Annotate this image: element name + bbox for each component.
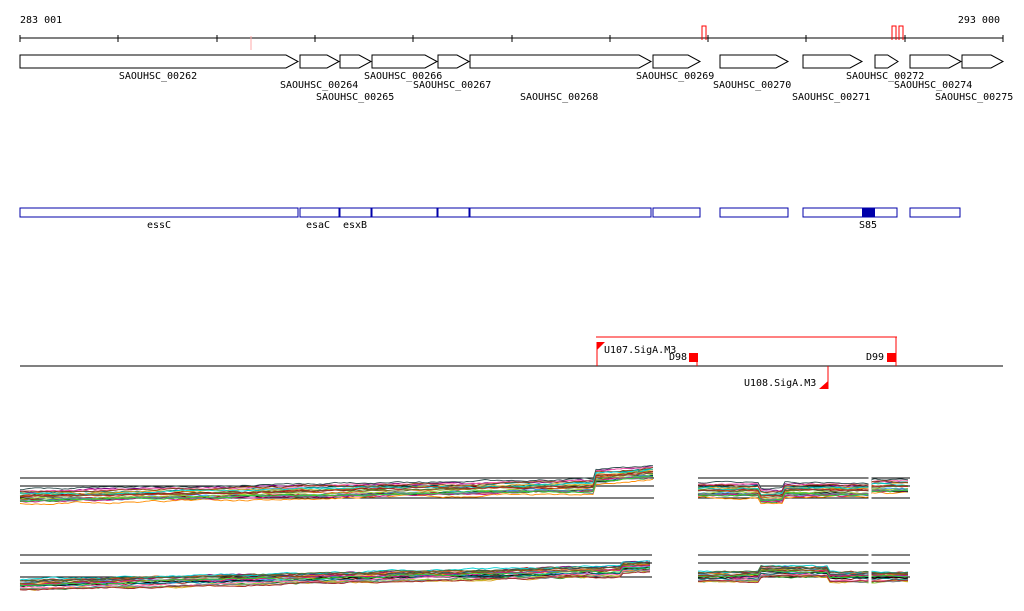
gene-label: SAOUHSC_00266	[364, 71, 442, 82]
gene-arrow	[652, 54, 702, 69]
expression-profile-upper-series-line	[19, 471, 654, 498]
feature-box	[437, 207, 470, 218]
gene-arrow	[19, 54, 300, 69]
expression-profile-upper-series-line	[697, 491, 909, 505]
feature-box	[19, 207, 299, 218]
feature-label: essC	[147, 220, 171, 231]
feature-track: essC esaC esxB S85	[19, 207, 961, 231]
signal-peak-mark	[891, 25, 897, 40]
expression-profile-upper-series-line	[20, 475, 654, 502]
feature-box	[652, 207, 701, 218]
gene-arrow	[469, 54, 653, 69]
gene-label: SAOUHSC_00265	[316, 92, 394, 103]
axis-end-label: 293 000	[958, 15, 1000, 26]
expression-profile-upper-series-line	[19, 466, 654, 493]
gene-arrow	[339, 54, 373, 69]
expression-profile-upper-series-line	[697, 480, 909, 494]
regulator-flag	[597, 342, 605, 350]
gene-label: SAOUHSC_00275	[935, 92, 1013, 103]
feature-box	[469, 207, 652, 218]
expression-profile-lower-series-line	[697, 573, 909, 582]
feature-label: esxB	[343, 220, 367, 231]
expression-profile-upper-series-line	[20, 465, 654, 491]
expression-profile-upper-series-line	[697, 482, 909, 496]
expression-profile-upper-series-line	[697, 484, 909, 498]
expression-profile-lower-series-line	[697, 569, 909, 578]
gene-arrow	[719, 54, 790, 69]
gene-label: SAOUHSC_00269	[636, 71, 714, 82]
regulator-label: D98	[669, 352, 687, 363]
regulator-marker	[887, 353, 896, 362]
expression-profile-upper-series-line	[697, 489, 909, 502]
coordinate-axis	[19, 25, 1004, 50]
expression-profile-lower-series-line	[19, 560, 651, 581]
expression-profile-upper-series-line	[697, 478, 909, 490]
gene-arrow	[437, 54, 471, 69]
regulator-marker	[689, 353, 698, 362]
gene-label: SAOUHSC_00270	[713, 80, 791, 91]
gene-arrow	[961, 54, 1005, 69]
signal-peak-mark	[701, 25, 707, 40]
feature-highlight	[862, 208, 875, 217]
gene-label: SAOUHSC_00274	[894, 80, 972, 91]
gene-arrow	[802, 54, 864, 69]
expression-profile-upper-series-line	[19, 468, 654, 496]
expression-profiles	[19, 465, 910, 595]
axis-start-label: 283 001	[20, 15, 62, 26]
regulator-label: D99	[866, 352, 884, 363]
expression-profile-upper-series-line	[19, 475, 654, 502]
gene-label: SAOUHSC_00272	[846, 71, 924, 82]
expression-profile-upper-series-line	[19, 478, 654, 506]
feature-label: esaC	[306, 220, 330, 231]
gene-arrow	[299, 54, 341, 69]
signal-peak-mark	[898, 25, 904, 40]
gene-label: SAOUHSC_00264	[280, 80, 358, 91]
expression-profile-lower-series-line	[20, 562, 651, 582]
expression-profile-upper-series-line	[697, 489, 909, 501]
feature-box	[299, 207, 340, 218]
gene-arrow	[874, 54, 899, 69]
feature-label: S85	[859, 220, 877, 231]
gene-label: SAOUHSC_00268	[520, 92, 598, 103]
feature-box	[339, 207, 372, 218]
expression-profile-upper-series-line	[697, 484, 909, 497]
expression-profile-lower-series-line	[697, 570, 909, 579]
feature-box	[802, 207, 898, 218]
gene-label: SAOUHSC_00267	[413, 80, 491, 91]
gene-arrow	[909, 54, 963, 69]
expression-profile-lower-series-line	[698, 564, 909, 574]
expression-profile-upper-series-line	[697, 487, 909, 499]
expression-profile-upper-series-line	[697, 489, 909, 503]
expression-profile-lower-series-line	[19, 564, 651, 586]
feature-box	[909, 207, 961, 218]
regulator-label: U107.SigA.M3	[604, 345, 676, 356]
expression-profile-lower-series-line	[19, 567, 651, 586]
expression-profile-lower-series-line	[697, 565, 909, 575]
feature-box	[719, 207, 789, 218]
gene-label: SAOUHSC_00262	[119, 71, 197, 82]
expression-profile-lower-series-line	[697, 572, 909, 581]
regulator-label: U108.SigA.M3	[744, 378, 816, 389]
expression-profile-lower-series-line	[697, 574, 908, 584]
regulator-flag	[819, 381, 828, 389]
gene-arrow	[371, 54, 439, 69]
expression-profile-lower-series-line	[19, 571, 651, 591]
gene-label: SAOUHSC_00271	[792, 92, 870, 103]
feature-box	[371, 207, 438, 218]
